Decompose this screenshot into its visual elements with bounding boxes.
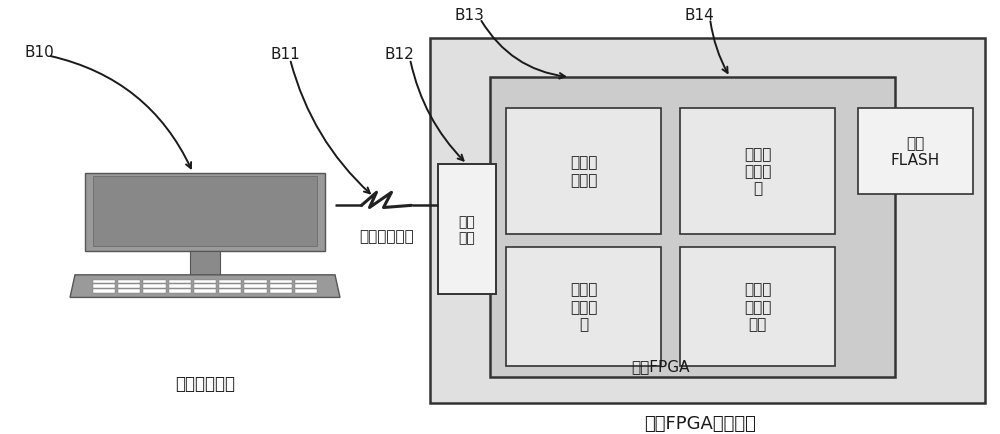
Text: 目标FPGA: 目标FPGA [631, 359, 689, 374]
Text: 配置文
件载入
模块: 配置文 件载入 模块 [744, 282, 771, 332]
Bar [858, 108, 973, 195]
Bar [295, 280, 317, 283]
Bar [194, 285, 216, 288]
Text: 目标FPGA所在系统: 目标FPGA所在系统 [644, 414, 756, 431]
Bar [169, 280, 191, 283]
Bar [438, 164, 496, 295]
Bar [93, 285, 115, 288]
Bar [169, 289, 191, 293]
Bar [93, 280, 115, 283]
Bar [295, 285, 317, 288]
Bar [93, 177, 317, 246]
Text: B10: B10 [25, 45, 55, 59]
Bar [270, 289, 292, 293]
Text: 无线
接口: 无线 接口 [459, 215, 475, 245]
Bar [190, 251, 220, 275]
Bar [219, 285, 241, 288]
Bar [219, 280, 241, 283]
Bar [143, 285, 166, 288]
Bar [118, 285, 140, 288]
Bar [244, 285, 267, 288]
Bar [270, 280, 292, 283]
Bar [118, 289, 140, 293]
Bar [295, 289, 317, 293]
Bar [118, 280, 140, 283]
Bar [194, 289, 216, 293]
Bar [85, 173, 325, 251]
Text: B13: B13 [455, 8, 485, 23]
Text: 在系统
编程模
块: 在系统 编程模 块 [744, 146, 771, 196]
Bar [244, 280, 267, 283]
Text: 数据解
压缩模
块: 数据解 压缩模 块 [570, 282, 597, 332]
Bar [506, 247, 661, 366]
Bar [93, 289, 115, 293]
Bar [194, 280, 216, 283]
Bar [430, 39, 985, 403]
Bar [143, 289, 166, 293]
Bar [506, 108, 661, 234]
Text: 无线接
收模块: 无线接 收模块 [570, 155, 597, 187]
Bar [244, 289, 267, 293]
Text: B11: B11 [270, 47, 300, 62]
Polygon shape [70, 275, 340, 298]
Bar [680, 108, 835, 234]
Bar [143, 280, 166, 283]
Bar [680, 247, 835, 366]
Text: 配置
FLASH: 配置 FLASH [891, 135, 940, 168]
Bar [490, 78, 895, 377]
Text: B14: B14 [685, 8, 715, 23]
Text: 外部处理设备: 外部处理设备 [175, 375, 235, 392]
Text: B12: B12 [385, 47, 415, 62]
Bar [270, 285, 292, 288]
Bar [219, 289, 241, 293]
Bar [169, 285, 191, 288]
Text: 无线传输方式: 无线传输方式 [359, 229, 414, 243]
